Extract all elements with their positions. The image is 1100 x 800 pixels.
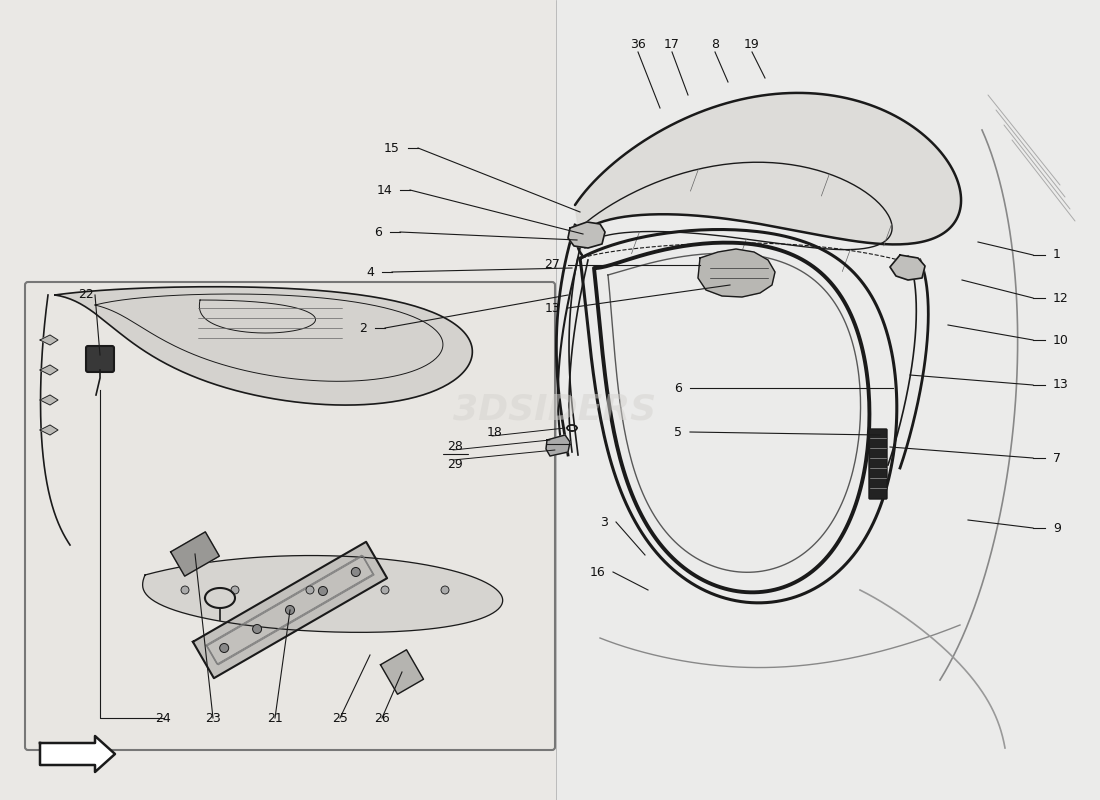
Text: 6: 6: [674, 382, 682, 394]
Text: 21: 21: [267, 711, 283, 725]
Circle shape: [253, 625, 262, 634]
Text: 4: 4: [366, 266, 374, 278]
Polygon shape: [170, 532, 219, 576]
Text: 24: 24: [155, 711, 170, 725]
Circle shape: [318, 586, 328, 595]
Text: 29: 29: [447, 458, 463, 470]
Text: 13: 13: [544, 302, 560, 314]
Text: 7: 7: [1053, 451, 1062, 465]
Text: 3: 3: [601, 515, 608, 529]
Circle shape: [381, 586, 389, 594]
Bar: [0, 0, 556, 800]
Circle shape: [306, 586, 313, 594]
Bar: [556, 0, 1100, 800]
Circle shape: [351, 567, 361, 577]
Text: 16: 16: [590, 566, 605, 578]
Polygon shape: [381, 650, 424, 694]
Text: 25: 25: [332, 711, 348, 725]
Text: 12: 12: [1053, 291, 1069, 305]
Circle shape: [286, 606, 295, 614]
FancyBboxPatch shape: [869, 429, 887, 499]
Polygon shape: [40, 425, 58, 435]
Polygon shape: [40, 736, 116, 772]
Circle shape: [220, 643, 229, 653]
Circle shape: [441, 586, 449, 594]
Circle shape: [182, 586, 189, 594]
Text: 28: 28: [447, 439, 463, 453]
Text: 2: 2: [359, 322, 367, 334]
FancyBboxPatch shape: [25, 282, 555, 750]
Polygon shape: [192, 542, 387, 678]
Text: 8: 8: [711, 38, 719, 50]
Polygon shape: [40, 395, 58, 405]
Polygon shape: [575, 93, 961, 255]
Text: 10: 10: [1053, 334, 1069, 346]
Text: 19: 19: [744, 38, 760, 50]
Text: 23: 23: [205, 711, 221, 725]
Text: 15: 15: [384, 142, 400, 154]
Text: 18: 18: [487, 426, 503, 438]
Polygon shape: [40, 335, 58, 345]
Text: 26: 26: [374, 711, 389, 725]
Text: 9: 9: [1053, 522, 1060, 534]
Circle shape: [231, 586, 239, 594]
Polygon shape: [698, 249, 776, 297]
Text: 13: 13: [1053, 378, 1069, 391]
Polygon shape: [546, 435, 570, 456]
Polygon shape: [55, 286, 472, 405]
Text: 3DSIDERS: 3DSIDERS: [453, 393, 657, 427]
Text: 36: 36: [630, 38, 646, 50]
Polygon shape: [568, 222, 605, 248]
Polygon shape: [890, 255, 925, 280]
Text: 22: 22: [78, 289, 94, 302]
Text: 5: 5: [674, 426, 682, 438]
Polygon shape: [40, 365, 58, 375]
FancyBboxPatch shape: [86, 346, 114, 372]
Text: 14: 14: [376, 183, 392, 197]
Text: 27: 27: [544, 258, 560, 271]
Text: 6: 6: [374, 226, 382, 238]
Polygon shape: [143, 555, 503, 632]
Text: 1: 1: [1053, 249, 1060, 262]
Text: 17: 17: [664, 38, 680, 50]
